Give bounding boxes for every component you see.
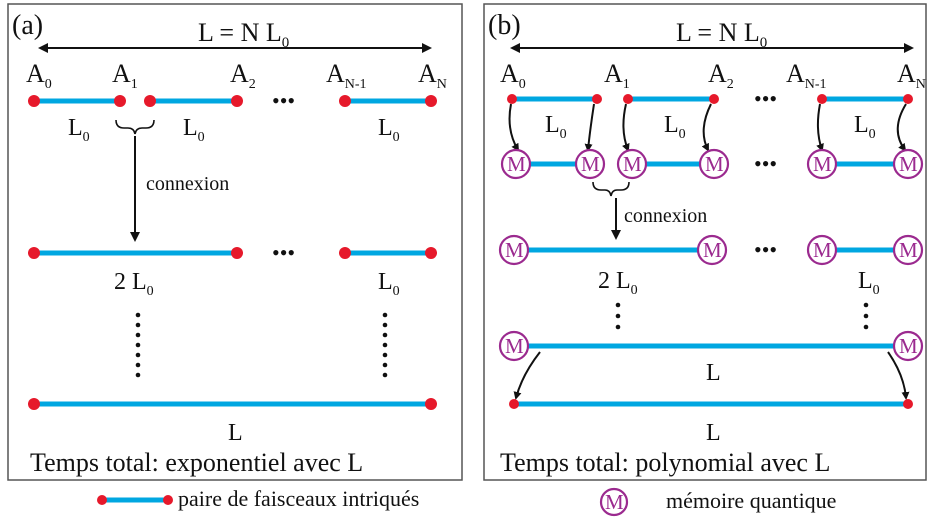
- node-label-an1: AN-1: [786, 59, 827, 92]
- entangled-pair: [339, 247, 437, 259]
- memory-node: M: [616, 148, 648, 180]
- entangled-pair: [28, 95, 126, 107]
- svg-text:M: M: [505, 238, 524, 262]
- svg-text:M: M: [899, 152, 918, 176]
- node-label-a2: A2: [230, 59, 256, 92]
- memory-node: M: [806, 148, 838, 180]
- entangled-pair: [817, 94, 913, 104]
- segment-label: L0: [545, 112, 567, 142]
- segment-label: L0: [68, 115, 90, 145]
- panel-a-label: (a): [12, 10, 43, 41]
- retrieve-arrow: [887, 351, 910, 400]
- node-label-an: AN: [897, 59, 926, 92]
- panel-b-label: (b): [488, 10, 521, 41]
- double-segment-label: 2 L0: [598, 268, 638, 298]
- connection-brace: [115, 119, 155, 135]
- entangled-pair: [28, 247, 243, 259]
- store-arrow: [701, 103, 712, 152]
- memory-node: M: [696, 234, 728, 266]
- final-length-label: L: [228, 420, 243, 446]
- ellipsis: •••: [272, 240, 295, 265]
- svg-text:M: M: [703, 238, 722, 262]
- memory-node: M: [892, 148, 924, 180]
- segment-label: L0: [854, 112, 876, 142]
- panel-a-footer: Temps total: exponentiel avec L: [30, 448, 363, 477]
- panel-a: (a) L = N L0 A0 A1 A2 AN-1 AN ••• L0 L0 …: [7, 3, 463, 481]
- node-label-an1: AN-1: [326, 59, 367, 92]
- legend-pair-symbol: [97, 495, 173, 505]
- memory-node: M: [498, 330, 530, 362]
- panel-a-frame: [7, 3, 463, 481]
- memory-node: M: [574, 148, 606, 180]
- memory-node: M: [498, 234, 530, 266]
- memory-node: M: [892, 330, 924, 362]
- panel-b-footer: Temps total: polynomial avec L: [500, 448, 830, 477]
- entangled-pair: [507, 94, 602, 104]
- node-label-a2: A2: [708, 59, 734, 92]
- store-arrow: [584, 103, 595, 152]
- entangled-pair: [623, 94, 719, 104]
- segment-label: L0: [378, 269, 400, 299]
- vertical-ellipsis: [615, 302, 621, 330]
- segment-label: L0: [858, 268, 880, 298]
- svg-text:M: M: [813, 238, 832, 262]
- connexion-label: connexion: [624, 205, 707, 227]
- svg-text:M: M: [623, 152, 642, 176]
- vertical-ellipsis: [135, 312, 141, 378]
- panel-b-frame: [483, 3, 927, 481]
- final-length-label: L: [706, 420, 721, 446]
- memory-node: M: [500, 148, 532, 180]
- memory-node: M: [698, 148, 730, 180]
- panel-b: (b) L = N L0 A0 A1 A2 AN-1 AN ••• L0 L0 …: [483, 3, 927, 481]
- ellipsis: •••: [754, 151, 777, 176]
- entangled-pair: [509, 399, 913, 409]
- entangled-pair: [144, 95, 243, 107]
- node-label-a0: A0: [26, 59, 52, 92]
- ellipsis: •••: [272, 88, 295, 113]
- segment-label: L0: [664, 112, 686, 142]
- length-equation: L = N L0: [198, 18, 289, 51]
- svg-text:M: M: [705, 152, 724, 176]
- vertical-ellipsis: [863, 302, 869, 330]
- node-label-a0: A0: [500, 59, 526, 92]
- connection-brace: [592, 181, 630, 197]
- svg-text:M: M: [505, 334, 524, 358]
- ellipsis: •••: [754, 237, 777, 262]
- memory-node: M: [806, 234, 838, 266]
- svg-text:M: M: [813, 152, 832, 176]
- entangled-pair: [28, 398, 437, 410]
- store-arrow: [508, 103, 520, 152]
- store-arrow: [896, 103, 907, 152]
- svg-text:M: M: [605, 490, 624, 514]
- vertical-ellipsis: [382, 312, 388, 378]
- node-label-an: AN: [418, 59, 447, 92]
- svg-text:M: M: [581, 152, 600, 176]
- ellipsis: •••: [754, 86, 777, 111]
- svg-text:M: M: [507, 152, 526, 176]
- segment-label: L0: [378, 115, 400, 145]
- node-label-a1: A1: [112, 59, 138, 92]
- entangled-pair: [339, 95, 437, 107]
- long-segment-label: L: [706, 360, 721, 386]
- svg-text:M: M: [899, 238, 918, 262]
- store-arrow: [622, 103, 630, 152]
- legend-memory-label: mémoire quantique: [666, 488, 836, 513]
- legend-pair-label: paire de faisceaux intriqués: [178, 486, 419, 511]
- length-equation: L = N L0: [676, 18, 767, 51]
- double-segment-label: 2 L0: [114, 269, 154, 299]
- store-arrow: [816, 103, 824, 152]
- legend: paire de faisceaux intriqués M mémoire q…: [97, 486, 836, 517]
- legend-memory-symbol: M: [599, 487, 629, 517]
- connexion-label: connexion: [146, 173, 229, 195]
- segment-label: L0: [183, 115, 205, 145]
- retrieve-arrow: [513, 351, 541, 400]
- svg-text:M: M: [899, 334, 918, 358]
- memory-node: M: [892, 234, 924, 266]
- node-label-a1: A1: [604, 59, 630, 92]
